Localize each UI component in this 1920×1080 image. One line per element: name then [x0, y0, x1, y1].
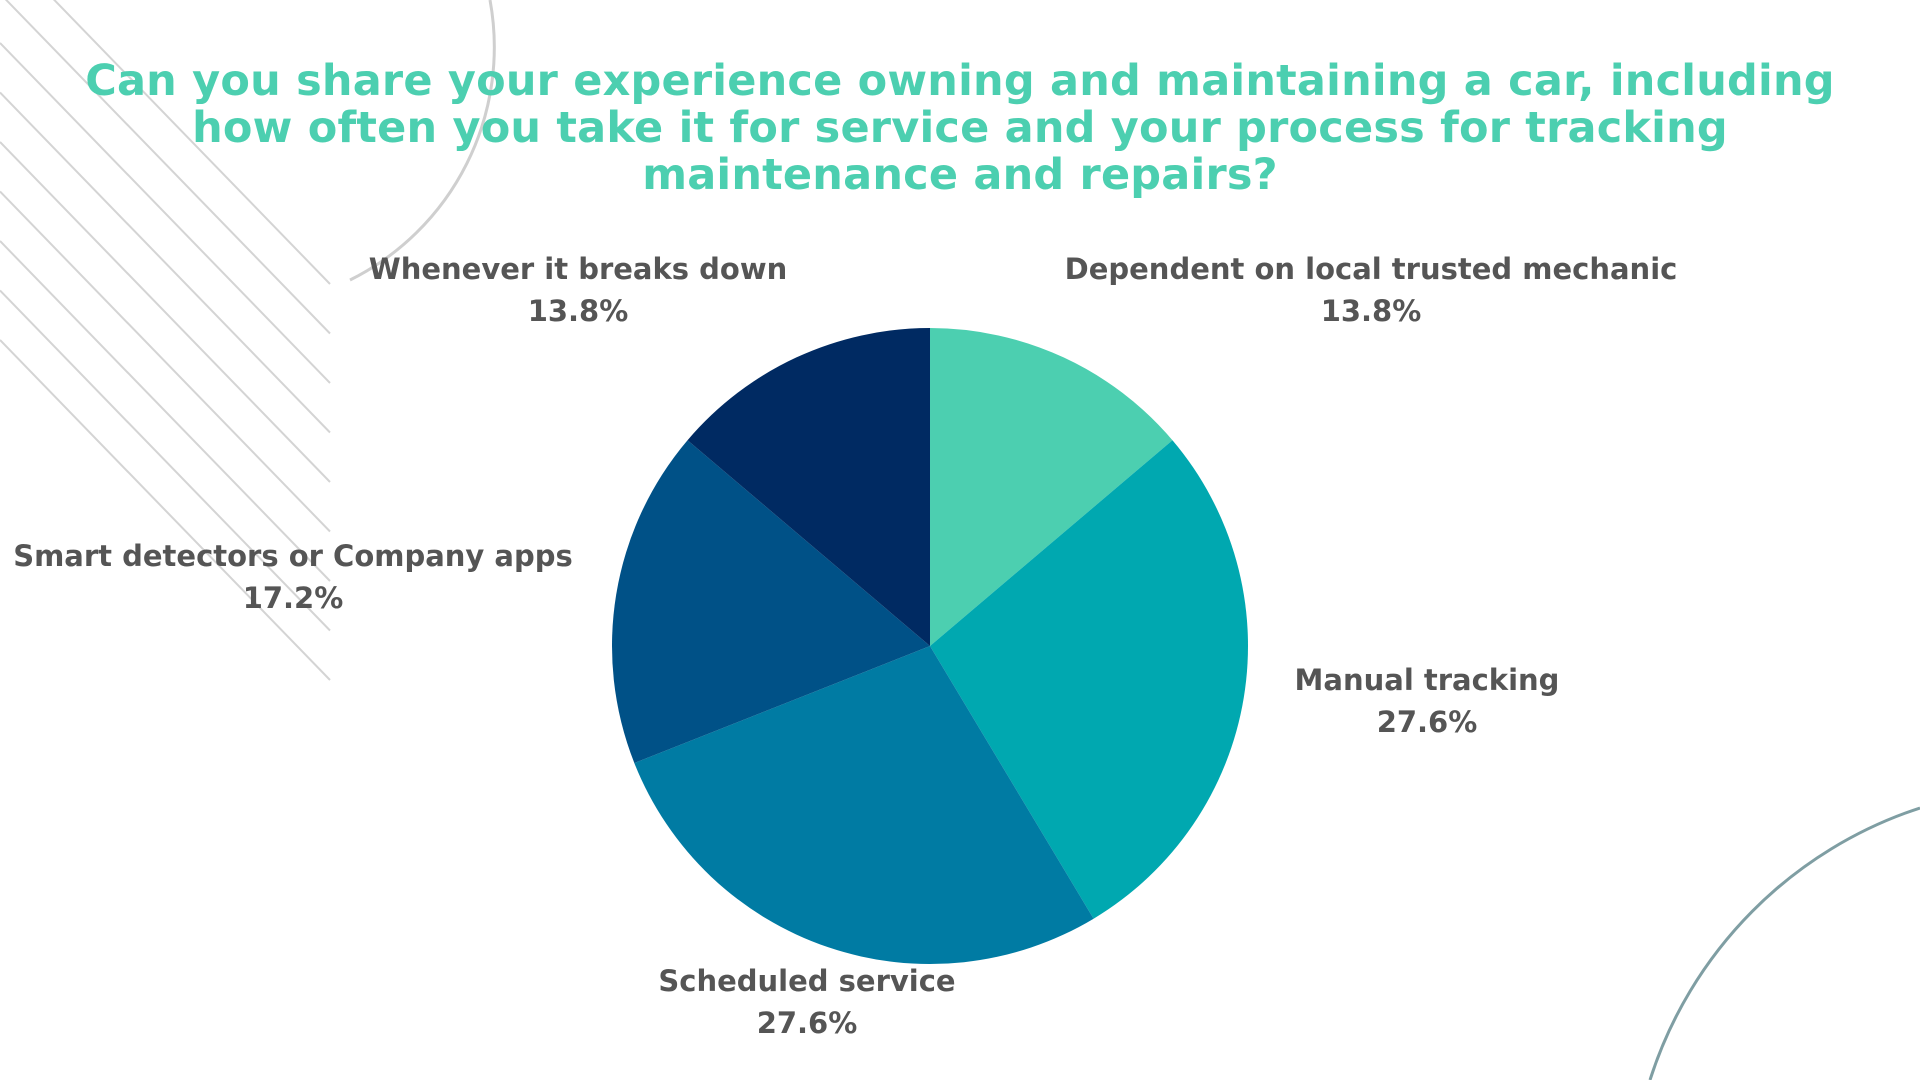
pie-slice	[930, 440, 1248, 919]
pie-slices	[611, 328, 1248, 964]
pie-slice	[611, 440, 930, 764]
slice-category-label: Scheduled service	[658, 964, 955, 998]
slice-percent-label: 13.8%	[1321, 294, 1422, 328]
slice-category-label: Manual tracking	[1295, 663, 1560, 697]
slice-percent-label: 17.2%	[243, 581, 344, 615]
pie-slice	[634, 646, 1094, 964]
pie-slice	[687, 328, 930, 646]
slice-category-label: Whenever it breaks down	[369, 252, 788, 286]
slice-category-label: Dependent on local trusted mechanic	[1065, 252, 1678, 286]
slice-percent-label: 27.6%	[757, 1006, 858, 1040]
chart-title: Can you share your experience owning and…	[85, 56, 1835, 200]
pie-slice	[930, 328, 1173, 646]
slice-percent-label: 13.8%	[528, 294, 629, 328]
pie-labels: Dependent on local trusted mechanic 13.8%…	[13, 252, 1677, 1040]
slice-category-label: Smart detectors or Company apps	[13, 539, 573, 573]
slice-percent-label: 27.6%	[1377, 705, 1478, 739]
